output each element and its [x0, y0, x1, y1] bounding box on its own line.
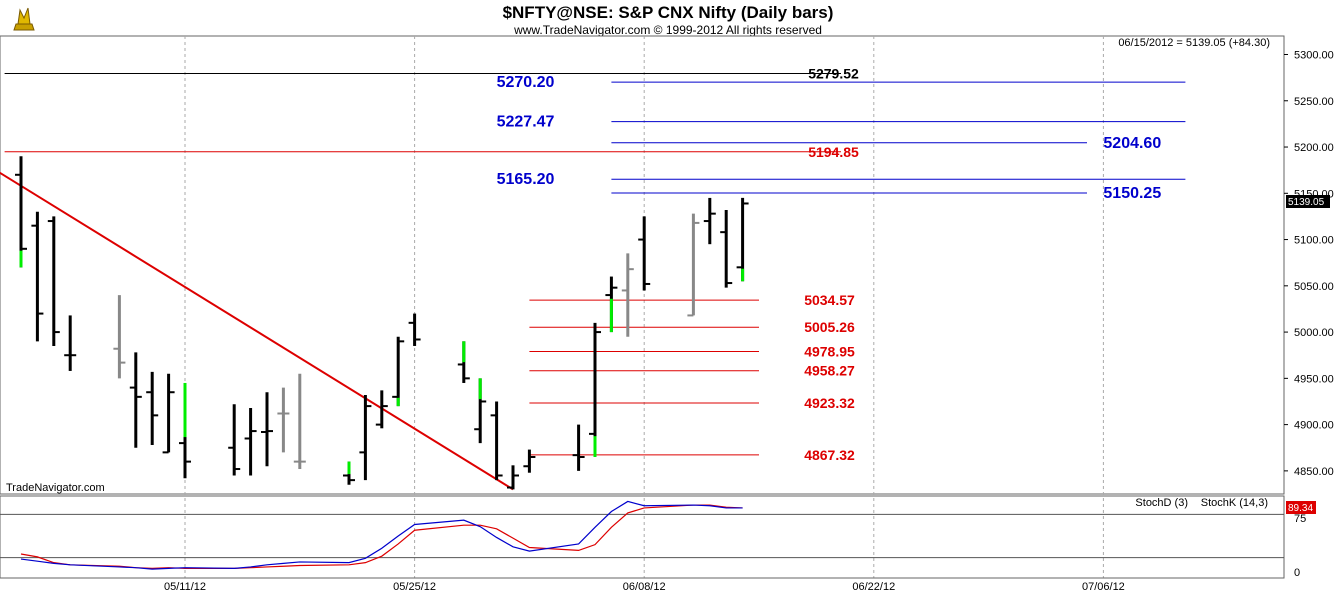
legend-stochd: StochD (3): [1135, 497, 1188, 509]
ohlc-bar: [507, 465, 519, 490]
price-bars: [15, 156, 749, 490]
ohlc-bar: [146, 371, 159, 445]
price-panel: 5300.005250.005200.005150.005100.005050.…: [0, 35, 1334, 578]
y-tick-label: 5000.00: [1294, 327, 1334, 339]
ohlc-bar: [261, 392, 273, 467]
y-tick-label: 5300.00: [1294, 50, 1334, 62]
ohlc-bar: [572, 424, 585, 471]
ohlc-bar: [736, 197, 749, 282]
last-quote: 06/15/2012 = 5139.05 (+84.30): [1118, 37, 1270, 49]
ohlc-bar: [277, 387, 290, 453]
level-label: 4958.27: [804, 363, 855, 379]
price-panel-frame: [0, 35, 1285, 495]
level-label: 5227.47: [497, 114, 555, 131]
stochastic-panel: 75 0 StochD (3) StochK (14,3) 89.34: [0, 495, 1316, 579]
x-tick-label: 06/08/12: [623, 581, 666, 593]
stochastic-axis: 75 0: [1294, 513, 1306, 579]
chart-title: $NFTY@NSE: S&P CNX Nifty (Daily bars): [503, 3, 834, 22]
level-label: 5279.52: [808, 65, 859, 81]
y-tick-label: 5100.00: [1294, 235, 1334, 247]
ohlc-bar: [408, 313, 421, 346]
stochk-line: [20, 500, 743, 570]
copyright-line: www.TradeNavigator.com © 1999-2012 All r…: [513, 23, 822, 37]
ohlc-bar: [162, 373, 175, 454]
ohlc-bar: [392, 336, 405, 407]
date-axis: 05/11/12 05/25/12 06/08/12 06/22/12 07/06/12: [164, 581, 1125, 593]
ohlc-bar: [113, 295, 126, 379]
ohlc-bar: [228, 404, 241, 476]
stochastic-reference-lines: [0, 513, 1284, 559]
y-tick-label: 5050.00: [1294, 281, 1334, 293]
watermark: TradeNavigator.com: [6, 482, 105, 494]
ohlc-bar: [490, 401, 503, 481]
price-axis: 5300.005250.005200.005150.005100.005050.…: [1284, 50, 1334, 478]
trade-navigator-logo-icon: [13, 7, 35, 31]
y-tick-label: 4950.00: [1294, 373, 1334, 385]
stochastic-panel-frame: [0, 495, 1285, 579]
ohlc-bar: [589, 322, 601, 457]
ohlc-bar: [703, 197, 716, 245]
ohlc-bar: [64, 315, 77, 371]
level-label: 5165.20: [497, 171, 555, 188]
stoch-value-tag-box: [1286, 501, 1316, 514]
stochastic-lines: [20, 500, 743, 570]
ohlc-bar: [359, 394, 372, 481]
y-tick-label: 4850.00: [1294, 466, 1334, 478]
stochastic-legend: StochD (3) StochK (14,3): [1135, 497, 1268, 509]
ohlc-bar: [375, 390, 388, 429]
ohlc-bar: [687, 213, 700, 317]
y-tick-label: 5250.00: [1294, 96, 1334, 108]
vertical-gridlines: [184, 36, 1104, 578]
ohlc-bar: [474, 378, 487, 444]
ohlc-bar: [129, 352, 142, 448]
stoch-y-tick-label: 0: [1294, 567, 1300, 579]
y-tick-label: 5200.00: [1294, 142, 1334, 154]
ohlc-bar: [343, 461, 355, 485]
level-label: 4978.95: [804, 344, 855, 360]
trendline: [0, 171, 514, 491]
y-tick-label: 4900.00: [1294, 420, 1334, 432]
ohlc-bar: [293, 373, 306, 470]
trendline-segment: [0, 171, 514, 491]
x-tick-label: 05/25/12: [393, 581, 436, 593]
ohlc-bar: [457, 341, 470, 383]
last-price-tag-text: 5139.05: [1288, 197, 1325, 208]
legend-stochk: StochK (14,3): [1201, 497, 1268, 509]
stoch-value-tag: 89.34: [1286, 501, 1316, 514]
ohlc-bar: [523, 449, 536, 473]
ohlc-bar: [31, 211, 44, 342]
level-label: 5204.60: [1103, 135, 1161, 152]
level-label: 5150.25: [1103, 185, 1161, 202]
x-tick-label: 07/06/12: [1082, 581, 1125, 593]
ohlc-bar: [621, 253, 634, 337]
level-label: 5270.20: [497, 74, 555, 91]
ohlc-bar: [179, 382, 191, 479]
ohlc-bar: [638, 216, 651, 291]
last-price-tag: 5139.05: [1286, 195, 1330, 208]
stoch-value-tag-text: 89.34: [1288, 503, 1313, 514]
fibonacci-levels: 5279.52 5270.20 5227.47 5204.60 5194.85 5165.…: [4, 65, 1186, 463]
level-label: 5194.85: [808, 144, 859, 160]
ohlc-bar: [244, 407, 257, 476]
x-tick-label: 05/11/12: [164, 581, 206, 593]
ohlc-bar: [605, 276, 618, 333]
level-label: 4867.32: [804, 447, 855, 463]
stoch-y-tick-label: 75: [1294, 513, 1306, 525]
ohlc-bar: [15, 156, 27, 268]
last-price-tag-box: [1286, 195, 1330, 208]
ohlc-bar: [720, 209, 733, 288]
ohlc-bar: [47, 216, 60, 346]
level-label: 5034.57: [804, 292, 855, 308]
level-label: 5005.26: [804, 319, 855, 335]
x-tick-label: 06/22/12: [852, 581, 895, 593]
level-label: 4923.32: [804, 395, 855, 411]
